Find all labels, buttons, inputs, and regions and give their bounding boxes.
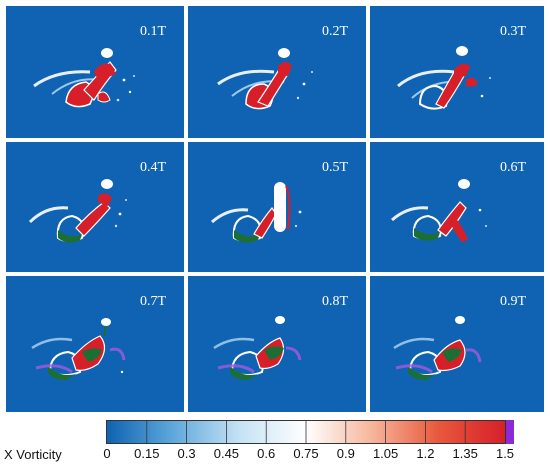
colorbar-tick-label: 0.15 — [134, 446, 160, 461]
panel-0-8t: 0.8T — [188, 276, 366, 412]
time-label: 0.7T — [139, 294, 166, 309]
colorbar-tick-label: 0.3 — [177, 446, 196, 461]
panel-0-6t: 0.6T — [370, 142, 544, 272]
time-label: 0.6T — [499, 160, 526, 175]
time-label: 0.4T — [139, 160, 166, 175]
vorticity-field — [33, 48, 135, 108]
colorbar-tick-label: 1.05 — [372, 446, 399, 461]
panel-0-4t: 0.4T — [6, 142, 184, 272]
panel-0-5t: 0.5T — [188, 142, 366, 272]
panel-0-1t: 0.1T — [6, 6, 184, 138]
colorbar — [106, 420, 506, 444]
vorticity-field — [397, 46, 491, 110]
colorbar-tick-label: 1.5 — [495, 446, 515, 461]
vorticity-field — [31, 318, 126, 380]
panel-0-7t: 0.7T — [6, 276, 184, 412]
colorbar-gradient — [107, 421, 505, 443]
time-label: 0.5T — [321, 160, 348, 175]
panel-0-9t: 0.9T — [370, 276, 544, 412]
vorticity-field — [217, 48, 313, 110]
colorbar-tick-label: 0.6 — [257, 446, 276, 461]
colorbar-label: X Vorticity — [4, 447, 62, 462]
colorbar-tick-label: 0.75 — [293, 446, 319, 461]
colorbar-tick-label: 0 — [103, 446, 111, 461]
colorbar-tick-label: 0.9 — [336, 446, 355, 461]
vorticity-field — [211, 182, 302, 243]
vorticity-field — [393, 316, 482, 380]
colorbar-tick-label: 1.35 — [452, 446, 478, 461]
colorbar-tick-label: 1.2 — [416, 446, 435, 461]
colorbar-overflow-swatch — [506, 420, 514, 444]
time-label: 0.8T — [321, 294, 348, 309]
vorticity-field — [28, 179, 127, 243]
colorbar-tick-label: 0.45 — [213, 446, 240, 461]
time-label: 0.9T — [499, 294, 526, 309]
time-label: 0.1T — [139, 24, 166, 39]
time-label: 0.2T — [321, 24, 348, 39]
time-label: 0.3T — [499, 24, 526, 39]
vorticity-field — [391, 179, 487, 242]
panel-0-2t: 0.2T — [188, 6, 366, 138]
vorticity-field — [213, 316, 302, 380]
panel-0-3t: 0.3T — [370, 6, 544, 138]
